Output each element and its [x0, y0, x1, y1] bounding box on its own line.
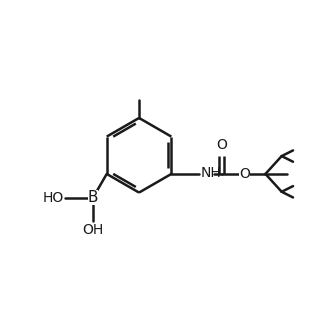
Text: OH: OH	[82, 223, 104, 237]
Text: NH: NH	[201, 166, 221, 180]
Text: HO: HO	[43, 191, 64, 205]
Text: O: O	[239, 167, 250, 181]
Text: O: O	[216, 138, 227, 152]
Text: B: B	[88, 190, 98, 205]
